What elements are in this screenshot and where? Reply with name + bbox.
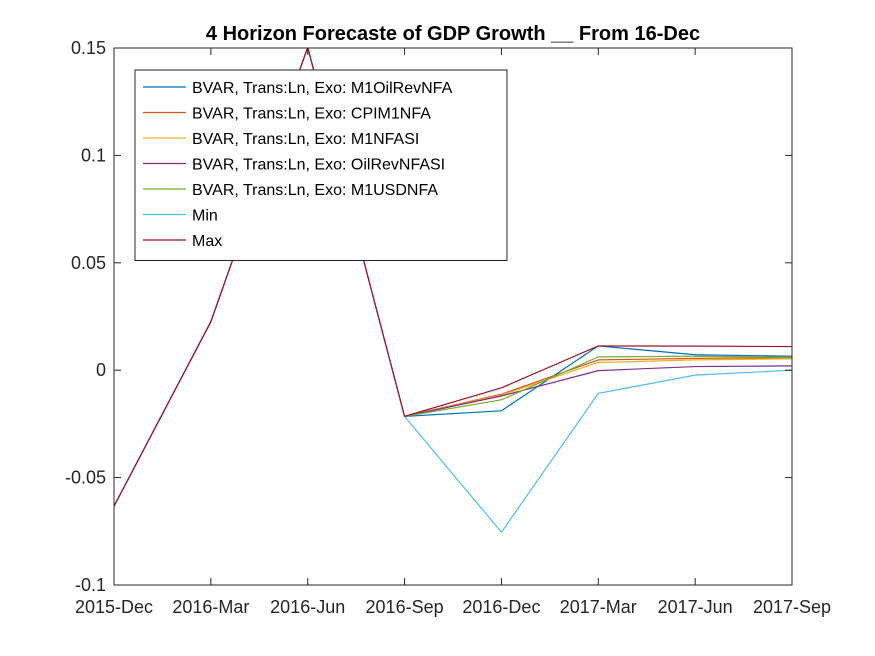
x-tick-label: 2017-Sep	[753, 597, 831, 617]
y-tick-label: 0	[96, 360, 106, 380]
legend-label-5: BVAR, Trans:Ln, Exo: M1USDNFA	[192, 182, 438, 199]
y-tick-label: 0.1	[81, 145, 106, 165]
legend-label-2: BVAR, Trans:Ln, Exo: CPIM1NFA	[192, 106, 431, 123]
x-tick-label: 2016-Dec	[462, 597, 540, 617]
legend: BVAR, Trans:Ln, Exo: M1OilRevNFA BVAR, Tr…	[134, 69, 508, 261]
y-tick-label: -0.1	[75, 575, 106, 595]
y-tick-label: 0.15	[71, 38, 106, 58]
x-tick-label: 2016-Jun	[270, 597, 345, 617]
legend-label-3: BVAR, Trans:Ln, Exo: M1NFASI	[192, 131, 419, 148]
x-tick-label: 2017-Mar	[560, 597, 637, 617]
plot-area-frame	[113, 47, 793, 586]
x-tick-label: 2016-Mar	[172, 597, 249, 617]
axes-layer: -0.1 -0.05 0 0.05 0.1 0.15 2015-Dec 2016-Mar 201…	[65, 38, 831, 617]
legend-box	[134, 69, 508, 261]
series-layer	[114, 48, 792, 533]
x-tick-label: 2015-Dec	[75, 597, 153, 617]
legend-label-7: Max	[192, 233, 222, 250]
x-tick-label: 2016-Sep	[366, 597, 444, 617]
series-line-7	[114, 48, 792, 507]
y-tick-label: -0.05	[65, 468, 106, 488]
legend-label-1: BVAR, Trans:Ln, Exo: M1OilRevNFA	[192, 80, 453, 97]
legend-label-6: Min	[192, 208, 218, 225]
chart-title: 4 Horizon Forecaste of GDP Growth __ Fro…	[206, 23, 700, 45]
x-tick-label: 2017-Jun	[658, 597, 733, 617]
legend-label-4: BVAR, Trans:Ln, Exo: OilRevNFASI	[192, 157, 445, 174]
y-tick-label: 0.05	[71, 253, 106, 273]
